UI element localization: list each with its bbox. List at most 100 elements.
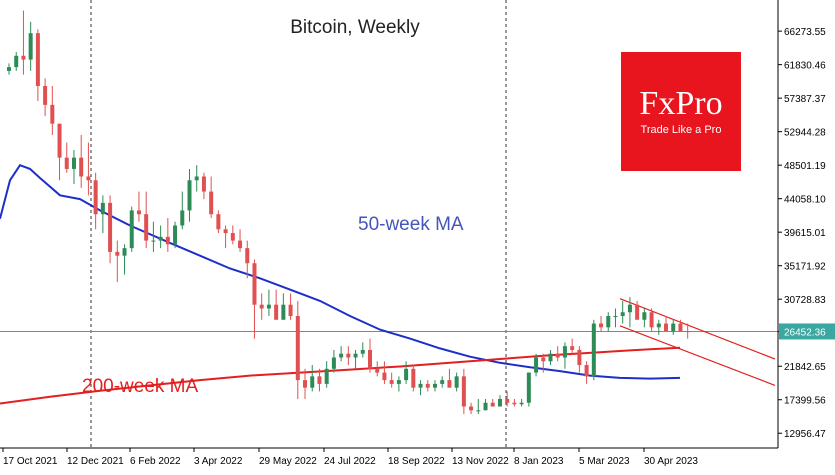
candle-body: [476, 410, 481, 412]
candle-body: [548, 353, 553, 362]
candle-body: [584, 365, 589, 377]
candle-body: [469, 406, 474, 411]
trend-channel: [619, 298, 776, 386]
moving-averages: [0, 163, 681, 405]
candle-body: [519, 402, 524, 405]
price-tick-label: 52944.28: [784, 128, 826, 139]
candle-body: [158, 236, 163, 241]
candle-body: [274, 304, 279, 320]
candle-body: [165, 236, 170, 245]
current-price-badge: [779, 323, 835, 340]
candle-body: [664, 323, 669, 332]
candle-body: [180, 210, 185, 226]
candle-body: [93, 180, 98, 215]
candle-body: [577, 349, 582, 366]
candle-body: [440, 380, 445, 384]
date-tick-label: 17 Oct 2021: [3, 456, 58, 467]
candle-body: [375, 368, 380, 373]
candle-body: [606, 316, 611, 328]
candle-body: [266, 304, 271, 309]
date-tick-label: 12 Dec 2021: [67, 456, 124, 467]
candle-body: [86, 176, 91, 181]
ma50-line: [0, 163, 681, 380]
candle-body: [432, 383, 437, 388]
candle-body: [108, 202, 113, 252]
candle-body: [57, 123, 62, 158]
price-tick-label: 21842.65: [784, 362, 826, 373]
date-tick-label: 30 Apr 2023: [644, 456, 698, 467]
date-tick-label: 29 May 2022: [259, 456, 317, 467]
trend-line-channel-lower: [619, 325, 776, 386]
candle-body: [324, 368, 329, 384]
candle-body: [28, 33, 33, 60]
candle-body: [411, 368, 416, 388]
candle-body: [295, 316, 300, 381]
chart-title: Bitcoin, Weekly: [290, 17, 420, 38]
candle-body: [50, 104, 55, 124]
candle-body: [144, 214, 149, 241]
date-axis: 17 Oct 2021 12 Dec 2021 6 Feb 2022 3 Apr 20…: [2, 448, 698, 467]
candle-body: [490, 402, 495, 407]
candle-body: [404, 368, 409, 381]
candle-body: [35, 33, 40, 86]
candle-body: [570, 346, 575, 350]
candle-body: [447, 380, 452, 388]
candle-body: [43, 85, 48, 105]
candle-body: [346, 353, 351, 358]
candle-body: [194, 176, 199, 181]
candle-body: [562, 346, 567, 358]
logo-name: FxPro: [639, 85, 722, 122]
candle-body: [252, 263, 257, 305]
candle-body: [245, 248, 250, 264]
candle-body: [21, 55, 26, 60]
candle-body: [541, 357, 546, 362]
candle-body: [555, 353, 560, 358]
candle-body: [7, 67, 11, 71]
candle-body: [331, 357, 336, 369]
candle-body: [115, 251, 120, 256]
candle-body: [505, 398, 510, 403]
date-tick-label: 6 Feb 2022: [130, 456, 181, 467]
candle-body: [209, 191, 214, 215]
candle-body: [461, 376, 466, 407]
candle-body: [591, 323, 596, 377]
candle-body: [310, 376, 315, 388]
candle-body: [136, 210, 141, 215]
candle-body: [339, 353, 344, 358]
candle-body: [368, 349, 372, 369]
candle-body: [100, 202, 105, 215]
candle-body: [288, 304, 293, 317]
candle-body: [151, 240, 156, 242]
candle-body: [201, 176, 206, 192]
candle-body: [317, 376, 322, 384]
trend-line-channel-upper: [619, 298, 776, 360]
candle-body: [259, 304, 264, 309]
price-tick-label: 57387.37: [784, 94, 826, 105]
candle-body: [613, 316, 618, 318]
candle-body: [685, 331, 690, 333]
candle-body: [512, 402, 517, 405]
candle-body: [187, 180, 192, 211]
candle-body: [425, 383, 430, 388]
candle-body: [678, 323, 683, 332]
ma200-label: 200-week MA: [82, 376, 198, 397]
candle-body: [396, 380, 401, 384]
candle-body: [64, 157, 69, 169]
price-tick-label: 26452.36: [784, 327, 826, 338]
candle-body: [497, 398, 502, 407]
candle-body: [642, 312, 647, 320]
date-tick-label: 8 Jan 2023: [514, 456, 564, 467]
candle-body: [671, 323, 676, 332]
ma50-label: 50-week MA: [358, 214, 464, 235]
candle-body: [216, 214, 221, 230]
price-tick-label: 39615.01: [784, 228, 826, 239]
candle-body: [620, 312, 625, 317]
candle-body: [389, 380, 394, 384]
price-tick-label: 35171.92: [784, 262, 826, 273]
candle-body: [79, 157, 84, 177]
price-tick-label: 48501.19: [784, 161, 826, 172]
candle-body: [599, 323, 604, 328]
candle-body: [129, 210, 134, 249]
date-tick-label: 5 Mar 2023: [579, 456, 630, 467]
candle-body: [649, 312, 654, 328]
